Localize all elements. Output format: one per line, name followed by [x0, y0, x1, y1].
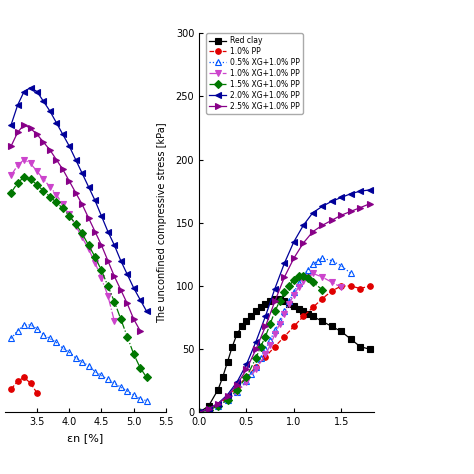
Legend: Red clay, 1.0% PP, 0.5% XG+1.0% PP, 1.0% XG+1.0% PP, 1.5% XG+1.0% PP, 2.0% XG+1.: Red clay, 1.0% PP, 0.5% XG+1.0% PP, 1.0%…	[206, 33, 303, 114]
Y-axis label: The unconfined compressive stress [kPa]: The unconfined compressive stress [kPa]	[157, 122, 167, 323]
X-axis label: εn [%]: εn [%]	[67, 433, 103, 443]
